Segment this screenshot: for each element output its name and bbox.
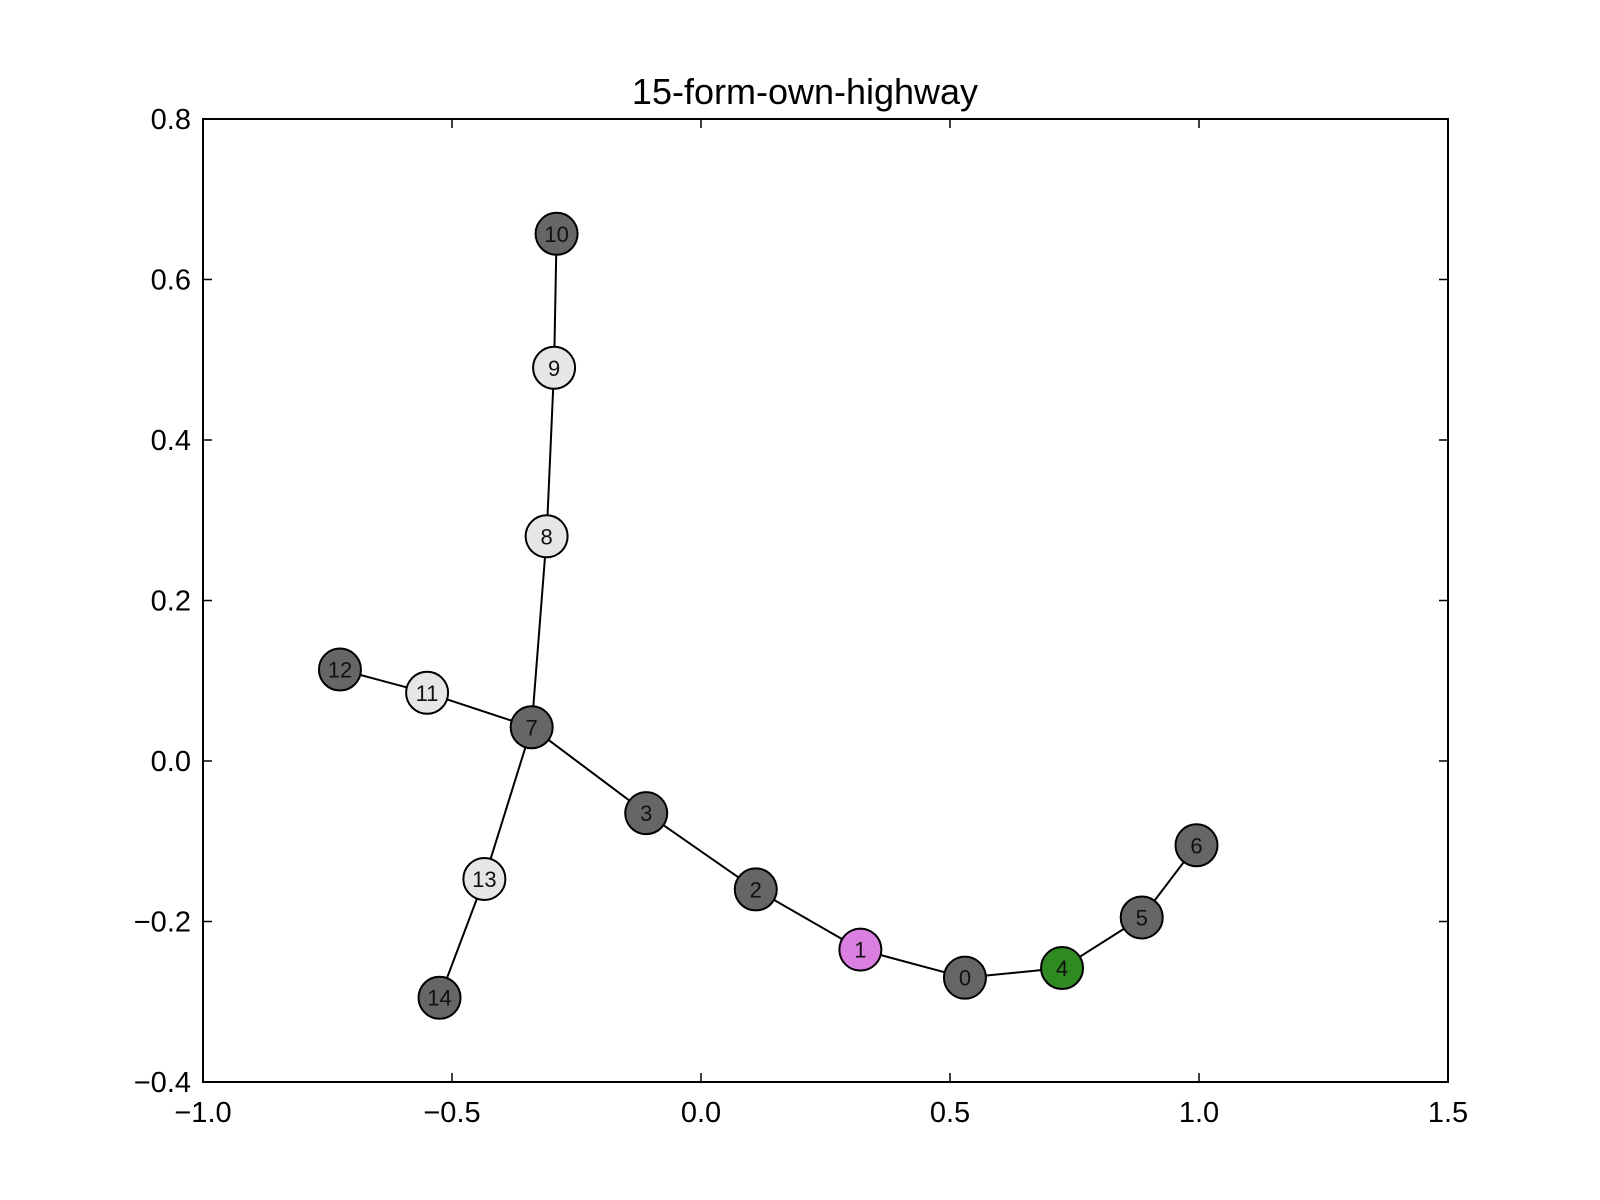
node-label: 13 bbox=[472, 867, 496, 892]
node-circle bbox=[942, 955, 987, 1000]
node-label: 10 bbox=[544, 222, 568, 247]
node-label: 9 bbox=[548, 356, 560, 381]
edge-7-13 bbox=[483, 726, 533, 880]
node-label: 8 bbox=[540, 524, 552, 549]
y-tick-label: 0.8 bbox=[151, 104, 191, 136]
y-tick-label: 0.4 bbox=[151, 425, 191, 457]
node-circle bbox=[534, 211, 579, 256]
node-label: 0 bbox=[959, 966, 971, 991]
node-label: 5 bbox=[1136, 905, 1148, 930]
node-circle bbox=[1040, 946, 1085, 991]
node-2: 2 bbox=[733, 867, 778, 912]
x-tick-label: −1.0 bbox=[174, 1097, 231, 1129]
node-circle bbox=[405, 670, 450, 715]
y-tick-label: 0.6 bbox=[151, 265, 191, 297]
y-tick-label: −0.2 bbox=[134, 907, 191, 939]
node-label: 2 bbox=[750, 877, 762, 902]
node-circle bbox=[462, 856, 507, 901]
node-14: 14 bbox=[417, 975, 462, 1020]
node-11: 11 bbox=[405, 670, 450, 715]
edge-3-7 bbox=[531, 726, 647, 814]
node-0: 0 bbox=[942, 955, 987, 1000]
node-9: 9 bbox=[532, 345, 577, 390]
edge-8-9 bbox=[545, 367, 556, 537]
node-12: 12 bbox=[317, 647, 362, 692]
node-circle bbox=[524, 514, 569, 559]
chart-title: 15-form-own-highway bbox=[632, 71, 978, 112]
node-circle bbox=[838, 927, 883, 972]
node-label: 4 bbox=[1056, 956, 1068, 981]
y-tick-label: −0.4 bbox=[134, 1067, 191, 1099]
node-circle bbox=[532, 345, 577, 390]
node-10: 10 bbox=[534, 211, 579, 256]
node-label: 1 bbox=[854, 938, 866, 963]
node-label: 14 bbox=[427, 986, 451, 1011]
node-circle bbox=[317, 647, 362, 692]
edge-9-10 bbox=[553, 233, 558, 368]
x-tick-label: 0.0 bbox=[681, 1097, 721, 1129]
node-label: 12 bbox=[328, 658, 352, 683]
x-tick-label: −0.5 bbox=[423, 1097, 480, 1129]
x-tick-label: 0.5 bbox=[930, 1097, 970, 1129]
node-3: 3 bbox=[624, 791, 669, 836]
ticks-layer: −1.0 −0.5 0.0 0.5 1.0 1.5 −0.4 −0.2 0.0 0.2 0.4 0.6… bbox=[134, 104, 1468, 1129]
node-13: 13 bbox=[462, 856, 507, 901]
plot-area-frame bbox=[202, 118, 1449, 1083]
node-8: 8 bbox=[524, 514, 569, 559]
x-tick-label: 1.5 bbox=[1428, 1097, 1468, 1129]
node-5: 5 bbox=[1119, 895, 1164, 940]
node-circle bbox=[417, 975, 462, 1020]
node-label: 3 bbox=[640, 801, 652, 826]
node-circle bbox=[509, 705, 554, 750]
node-circle bbox=[1174, 823, 1219, 868]
node-circle bbox=[624, 791, 669, 836]
y-tick-label: 0.2 bbox=[151, 586, 191, 618]
node-4: 4 bbox=[1040, 946, 1085, 991]
x-tick-label: 1.0 bbox=[1179, 1097, 1219, 1129]
node-6: 6 bbox=[1174, 823, 1219, 868]
node-1: 1 bbox=[838, 927, 883, 972]
node-label: 11 bbox=[416, 681, 439, 706]
node-7: 7 bbox=[509, 705, 554, 750]
node-label: 6 bbox=[1190, 833, 1202, 858]
y-tick-label: 0.0 bbox=[151, 746, 191, 778]
node-circle bbox=[1119, 895, 1164, 940]
edge-2-3 bbox=[645, 812, 757, 891]
edge-7-8 bbox=[530, 536, 548, 728]
node-label: 7 bbox=[526, 715, 538, 740]
node-circle bbox=[733, 867, 778, 912]
